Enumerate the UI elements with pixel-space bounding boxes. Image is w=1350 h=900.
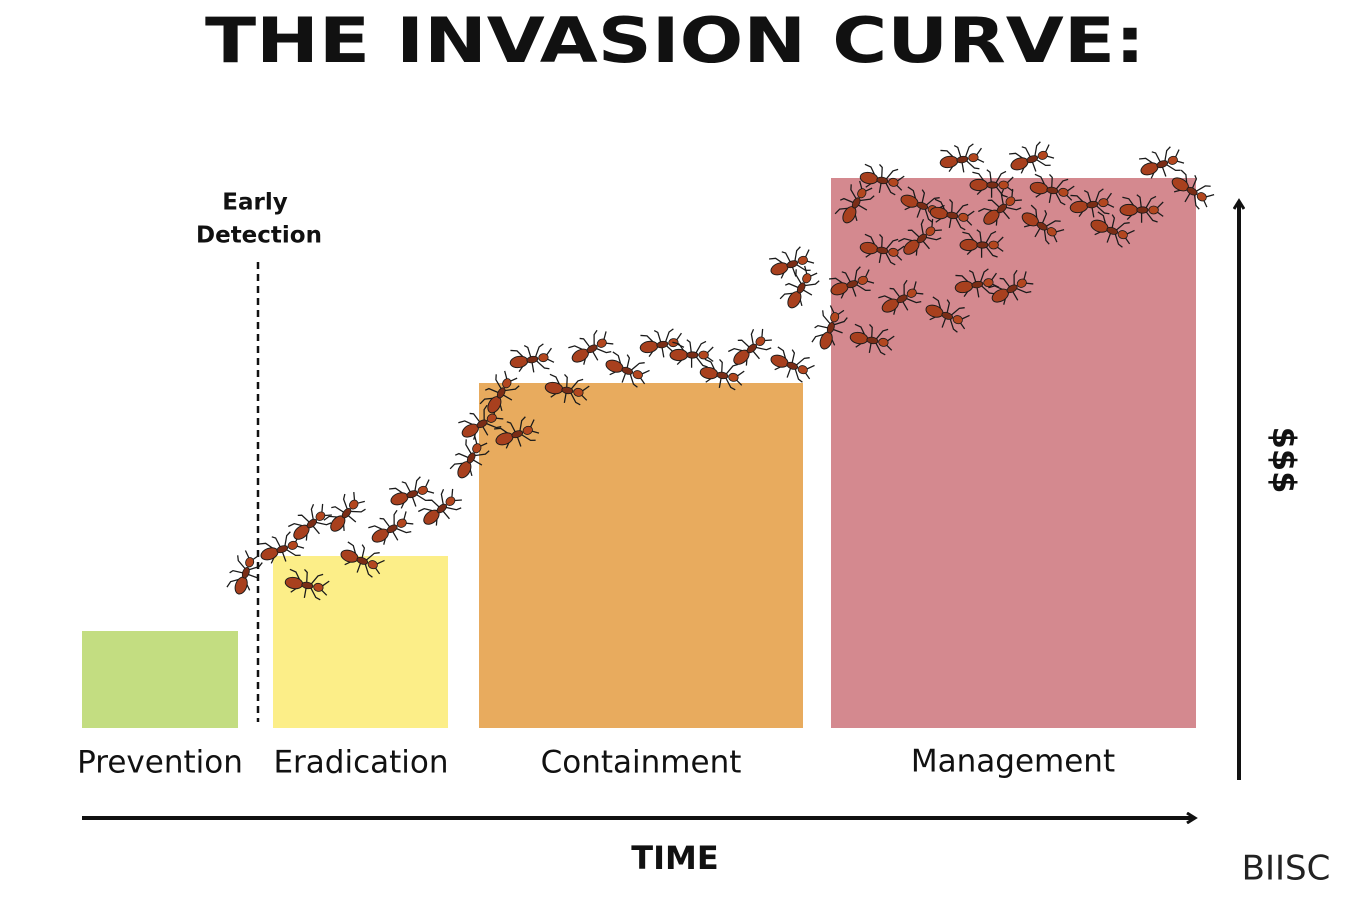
- ant: [507, 340, 556, 377]
- x-axis-label: TIME: [631, 839, 718, 877]
- stage-label: Containment: [541, 745, 742, 781]
- ant: [364, 504, 418, 552]
- annotation-line: Early: [222, 190, 287, 216]
- ant: [724, 322, 777, 374]
- ant: [1005, 137, 1057, 180]
- stage-label: Eradication: [273, 745, 448, 781]
- title: THE INVASION CURVE:: [205, 4, 1145, 77]
- brand: BIISC: [1242, 849, 1331, 889]
- ant: [766, 343, 818, 386]
- prevention-block: [82, 631, 238, 728]
- management-block: [831, 178, 1196, 728]
- stage-label: Prevention: [77, 745, 243, 781]
- ant: [284, 497, 337, 549]
- stage-label: Management: [911, 744, 1115, 780]
- ant: [319, 486, 371, 540]
- ant: [937, 140, 986, 177]
- y-axis-label: $$$: [1265, 427, 1303, 494]
- ant: [385, 472, 437, 515]
- annotation-line: Detection: [196, 223, 322, 249]
